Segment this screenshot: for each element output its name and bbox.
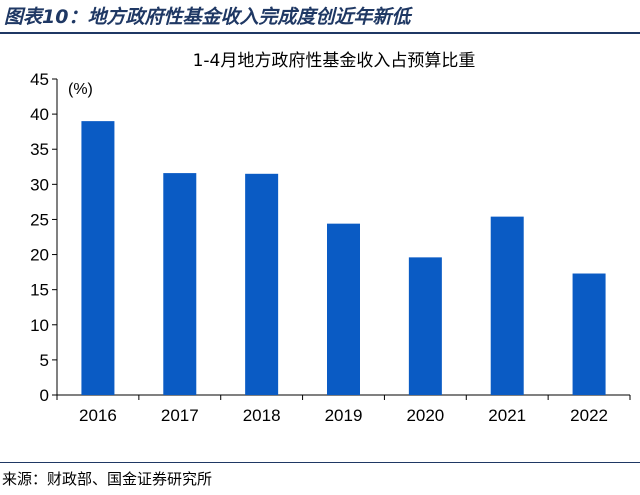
x-tick-label: 2020 <box>406 406 444 425</box>
x-tick-label: 2022 <box>570 406 608 425</box>
x-axis: 2016 2017 2018 2019 2020 2021 2022 <box>56 394 631 425</box>
chart-title: 1-4月地方政府性基金收入占预算比重 <box>193 51 476 71</box>
x-tick-label: 2017 <box>161 406 199 425</box>
bar-2021 <box>490 216 524 395</box>
y-tick-label: 45 <box>30 70 49 89</box>
y-tick-label: 25 <box>30 210 49 229</box>
bar-2016 <box>81 121 115 395</box>
y-tick-label: 5 <box>40 351 49 370</box>
y-axis: 0 5 10 15 20 25 30 35 40 45 <box>30 70 58 405</box>
unit-label: (%) <box>68 81 93 98</box>
x-tick-label: 2021 <box>488 406 526 425</box>
y-tick-label: 15 <box>30 281 49 300</box>
y-tick-label: 40 <box>30 105 49 124</box>
source-rule <box>0 462 640 463</box>
x-tick-label: 2018 <box>243 406 281 425</box>
bars <box>81 121 606 395</box>
bar-2017 <box>163 173 197 395</box>
bar-2020 <box>408 257 442 395</box>
y-tick-label: 10 <box>30 316 49 335</box>
y-tick-label: 20 <box>30 246 49 265</box>
x-tick-label: 2019 <box>325 406 363 425</box>
bar-chart: 1-4月地方政府性基金收入占预算比重 (%) 0 5 10 15 20 25 30 35 40 4… <box>30 51 631 425</box>
x-tick-label: 2016 <box>79 406 117 425</box>
figure-title: 图表10：地方政府性基金收入完成度创近年新低 <box>4 6 411 28</box>
y-tick-label: 35 <box>30 140 49 159</box>
figure-header: 图表10：地方政府性基金收入完成度创近年新低 <box>0 0 640 34</box>
header-rule <box>0 32 640 34</box>
y-tick-label: 30 <box>30 175 49 194</box>
bar-2018 <box>245 173 279 395</box>
source-note: 来源：财政部、国金证券研究所 <box>2 470 213 488</box>
bar-2022 <box>572 273 606 395</box>
y-tick-label: 0 <box>40 386 49 405</box>
bar-2019 <box>327 223 360 395</box>
